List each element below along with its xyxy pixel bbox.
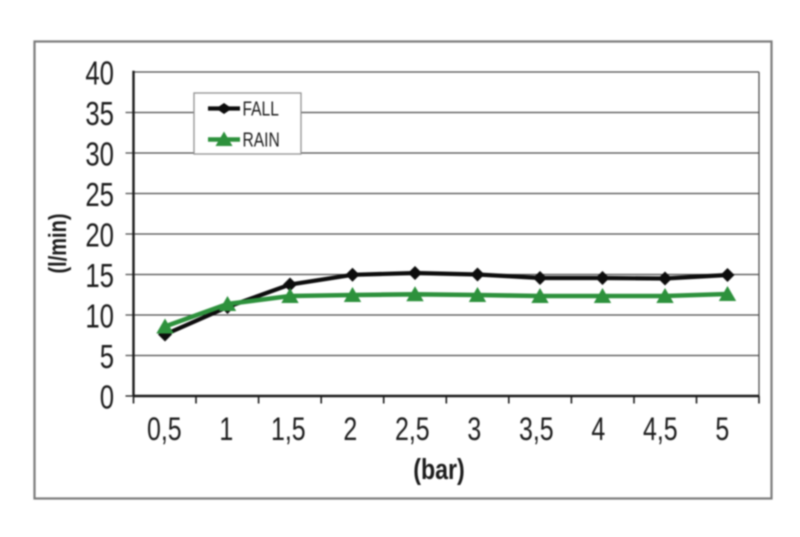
svg-text:5: 5 (100, 339, 114, 376)
svg-text:10: 10 (85, 299, 114, 336)
svg-text:40: 40 (85, 56, 114, 93)
svg-text:4,5: 4,5 (643, 412, 678, 448)
svg-text:3,5: 3,5 (519, 412, 554, 448)
svg-text:35: 35 (85, 96, 114, 133)
svg-text:5: 5 (715, 412, 729, 448)
svg-text:2,5: 2,5 (395, 412, 430, 448)
svg-text:1,5: 1,5 (271, 412, 306, 448)
svg-text:FALL: FALL (243, 98, 279, 120)
svg-text:0: 0 (100, 380, 114, 417)
svg-text:15: 15 (85, 258, 114, 295)
svg-text:(bar): (bar) (413, 452, 465, 485)
svg-text:0,5: 0,5 (147, 412, 182, 448)
svg-text:RAIN: RAIN (243, 129, 280, 151)
svg-text:3: 3 (467, 412, 481, 448)
svg-text:30: 30 (85, 137, 114, 174)
svg-text:1: 1 (219, 412, 233, 448)
svg-text:25: 25 (85, 177, 114, 214)
svg-text:2: 2 (343, 412, 357, 448)
svg-text:20: 20 (85, 218, 114, 255)
svg-text:(l/min): (l/min) (44, 214, 72, 274)
svg-text:4: 4 (591, 412, 605, 448)
